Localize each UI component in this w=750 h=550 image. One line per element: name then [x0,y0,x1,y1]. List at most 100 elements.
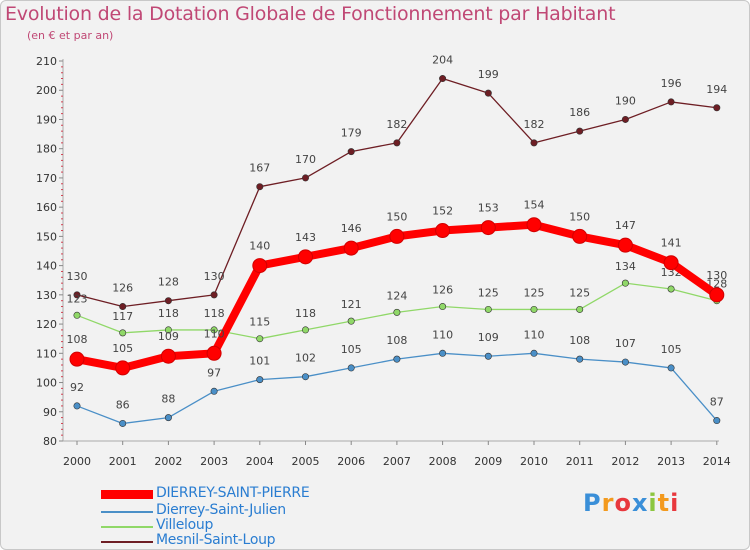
data-label: 87 [710,396,724,409]
y-tick-label: 170 [36,172,57,185]
legend-label-mesnil-saint-loup: Mesnil-Saint-Loup [156,532,276,548]
data-label: 140 [249,240,270,253]
data-label: 134 [615,260,636,273]
data-point [576,127,584,135]
y-tick-label: 210 [36,55,57,68]
data-point [484,305,492,313]
data-label: 118 [204,307,225,320]
series-line-dierrey-saint-julien [76,352,718,425]
data-label: 97 [207,366,221,379]
data-point [526,217,542,233]
data-label: 182 [524,118,545,131]
data-label: 125 [524,286,545,299]
data-label: 105 [112,342,133,355]
data-label: 118 [295,307,316,320]
data-label: 130 [706,269,727,282]
data-label: 92 [70,381,84,394]
data-point [119,419,127,427]
data-label: 179 [341,127,362,140]
logo-letter: t [657,489,671,517]
data-point [119,303,127,311]
data-label: 109 [478,331,499,344]
logo-letter: o [614,489,632,517]
data-label: 146 [341,222,362,235]
y-tick-label: 190 [36,113,57,126]
data-point [73,402,81,410]
data-label: 204 [432,54,453,67]
data-point [73,291,81,299]
data-label: 150 [386,210,407,223]
x-tick-label: 2005 [292,455,320,468]
data-label: 186 [569,106,590,119]
y-tick-label: 80 [43,435,57,448]
logo-letter: i [670,489,680,517]
proxiti-logo: Proxiti [583,489,679,517]
data-label: 117 [112,310,133,323]
data-label: 109 [158,330,179,343]
legend-label-dierrey-saint-pierre: DIERREY-SAINT-PIERRE [156,485,310,501]
data-label: 124 [386,289,407,302]
data-point [435,223,451,239]
data-point [301,373,309,381]
data-label: 152 [432,205,453,218]
data-point [530,305,538,313]
data-point [298,249,313,265]
x-tick-label: 2002 [154,455,182,468]
data-label: 115 [249,316,270,329]
data-label: 141 [661,237,682,250]
x-tick-label: 2007 [383,455,411,468]
x-tick-label: 2001 [109,455,137,468]
data-point [347,364,355,372]
data-label: 154 [524,199,545,212]
chart-subtitle: (en € et par an) [27,29,114,42]
data-point [343,240,359,256]
data-point [347,148,355,156]
legend-label-dierrey-saint-julien: Dierrey-Saint-Julien [156,502,286,518]
data-point [713,104,721,112]
data-label: 130 [67,270,88,283]
data-point [252,258,268,274]
x-tick-label: 2013 [657,455,685,468]
legend-swatch-villeloup [101,526,153,528]
data-point [393,308,401,316]
data-label: 125 [569,286,590,299]
data-point [621,279,629,287]
data-label: 88 [161,393,175,406]
data-point [484,89,492,97]
data-point [663,255,679,271]
data-label: 108 [386,334,407,347]
data-label: 128 [158,276,179,289]
data-point [210,291,218,299]
data-label: 105 [341,343,362,356]
data-label: 107 [615,337,636,350]
data-label: 125 [478,286,499,299]
data-point [530,349,538,357]
data-label: 118 [158,307,179,320]
logo-letter: P [583,489,602,517]
x-tick-label: 2000 [63,455,91,468]
y-tick-label: 150 [36,230,57,243]
data-label: 101 [249,355,270,368]
data-point [393,139,401,147]
y-tick-label: 130 [36,289,57,302]
data-label: 130 [204,270,225,283]
data-point [484,352,492,360]
legend-swatch-mesnil-saint-loup [101,541,153,543]
data-point [210,387,218,395]
x-tick-label: 2009 [474,455,502,468]
data-point [709,287,725,303]
data-point [301,326,309,334]
data-point [206,345,222,361]
data-point [439,349,447,357]
data-point [115,360,131,376]
x-tick-label: 2010 [520,455,548,468]
data-point [73,311,81,319]
data-label: 167 [249,162,270,175]
data-point [480,220,496,236]
y-tick-label: 110 [36,347,57,360]
data-label: 126 [112,282,133,295]
data-label: 170 [295,153,316,166]
data-point [617,237,633,253]
data-point [256,183,264,191]
data-label: 153 [478,202,499,215]
